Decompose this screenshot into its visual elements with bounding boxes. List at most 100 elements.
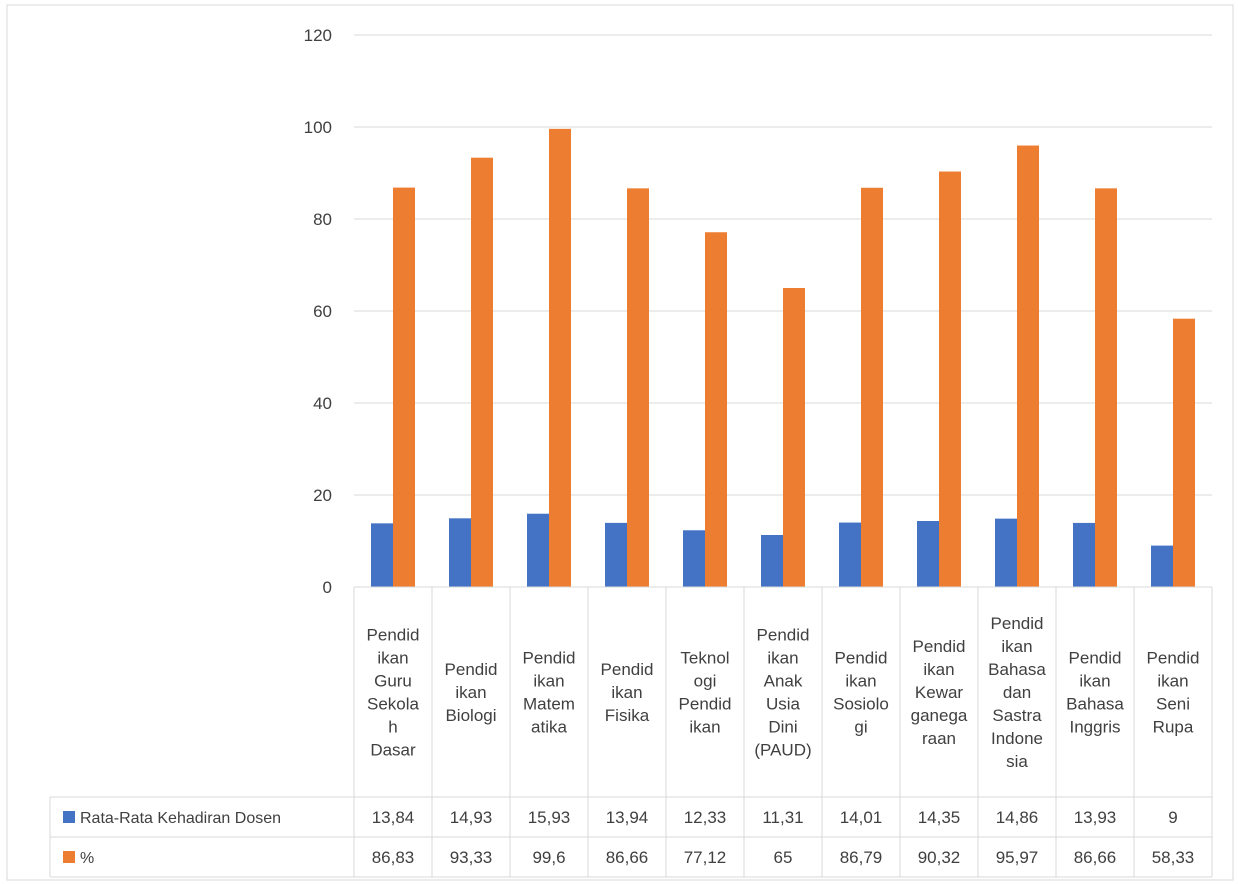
category-label: sia — [1006, 752, 1028, 771]
bar-persen — [549, 128, 571, 587]
category-label: Teknol — [680, 649, 729, 668]
bar-kehadiran — [839, 522, 861, 587]
y-tick-label: 120 — [304, 26, 332, 45]
category-label: Sekola — [367, 695, 420, 714]
category-label: Guru — [374, 672, 412, 691]
category-label: ikan — [611, 683, 642, 702]
data-table-cell: 86,83 — [372, 848, 415, 867]
legend-label: % — [80, 850, 94, 867]
category-label: Pendid — [679, 695, 732, 714]
data-table-cell: 86,79 — [840, 848, 883, 867]
category-label: h — [388, 718, 397, 737]
category-label: ikan — [689, 718, 720, 737]
category-label: ikan — [533, 672, 564, 691]
category-label: Pendid — [601, 660, 654, 679]
category-label: Biologi — [445, 706, 496, 725]
category-label: ogi — [694, 672, 717, 691]
bar-persen — [939, 171, 961, 587]
bar-kehadiran — [605, 522, 627, 587]
category-label: Pendid — [991, 614, 1044, 633]
category-label: Kewar — [915, 683, 964, 702]
category-label: dan — [1003, 683, 1031, 702]
data-table-cell: 93,33 — [450, 848, 493, 867]
bar-persen — [1095, 188, 1117, 587]
category-label: ikan — [1001, 637, 1032, 656]
category-label: ganega — [911, 706, 968, 725]
category-label: ikan — [1157, 672, 1188, 691]
data-table-cell: 9 — [1168, 808, 1177, 827]
bar-persen — [783, 288, 805, 587]
category-label: Fisika — [605, 706, 650, 725]
category-label: Pendid — [913, 637, 966, 656]
data-table-cell: 14,86 — [996, 808, 1039, 827]
category-label: gi — [854, 718, 867, 737]
category-label: ikan — [767, 649, 798, 668]
data-table-cell: 90,32 — [918, 848, 961, 867]
category-label: Dasar — [370, 741, 416, 760]
category-label: Indone — [991, 729, 1043, 748]
data-table-cell: 11,31 — [762, 808, 803, 827]
data-table-cell: 95,97 — [996, 848, 1039, 867]
data-table-cell: 12,33 — [684, 808, 727, 827]
bar-kehadiran — [449, 518, 471, 587]
category-label: Rupa — [1153, 718, 1194, 737]
data-table-cell: 13,84 — [372, 808, 415, 827]
category-label: Pendid — [523, 649, 576, 668]
chart-border — [6, 4, 1234, 881]
category-label: Usia — [766, 695, 801, 714]
data-table-cell: 14,93 — [450, 808, 493, 827]
bar-persen — [705, 232, 727, 588]
data-table-cell: 13,94 — [606, 808, 649, 827]
category-label: Pendid — [1147, 649, 1200, 668]
category-label: Seni — [1156, 695, 1190, 714]
category-label: Sastra — [992, 706, 1042, 725]
bar-kehadiran — [1151, 545, 1173, 587]
bar-persen — [1017, 145, 1039, 587]
category-label: (PAUD) — [754, 741, 811, 760]
category-label: raan — [922, 729, 956, 748]
y-tick-label: 40 — [313, 394, 332, 413]
bar-persen — [627, 188, 649, 587]
category-label: Pendid — [1069, 649, 1122, 668]
category-label: Pendid — [835, 649, 888, 668]
legend-label: Rata-Rata Kehadiran Dosen — [80, 810, 281, 827]
category-label: Anak — [764, 672, 803, 691]
category-label: ikan — [455, 683, 486, 702]
data-table-cell: 14,01 — [840, 808, 883, 827]
legend-key-kehadiran — [63, 811, 75, 823]
legend-key-persen — [63, 851, 75, 863]
category-label: Bahasa — [1066, 695, 1124, 714]
y-tick-label: 100 — [304, 118, 332, 137]
bar-kehadiran — [527, 513, 549, 587]
bar-persen — [861, 187, 883, 588]
data-table-cell: 13,93 — [1074, 808, 1117, 827]
bar-kehadiran — [995, 518, 1017, 587]
y-tick-label: 20 — [313, 486, 332, 505]
y-tick-label: 80 — [313, 210, 332, 229]
y-tick-label: 0 — [323, 578, 332, 597]
category-label: atika — [531, 718, 567, 737]
data-table-cell: 58,33 — [1152, 848, 1195, 867]
category-label: ikan — [923, 660, 954, 679]
category-label: Inggris — [1069, 718, 1120, 737]
bar-kehadiran — [371, 523, 393, 587]
data-table-cell: 65 — [774, 848, 793, 867]
data-table-cell: 15,93 — [528, 808, 571, 827]
data-table-cell: 14,35 — [918, 808, 961, 827]
data-table-cell: 86,66 — [1074, 848, 1117, 867]
bar-kehadiran — [683, 530, 705, 587]
category-label: Matem — [523, 695, 575, 714]
bar-kehadiran — [761, 534, 783, 587]
category-label: ikan — [377, 649, 408, 668]
data-table-cell: 77,12 — [684, 848, 727, 867]
y-tick-label: 60 — [313, 302, 332, 321]
category-label: Pendid — [757, 626, 810, 645]
bar-persen — [393, 187, 415, 587]
category-label: Pendid — [367, 626, 420, 645]
bar-persen — [1173, 318, 1195, 587]
category-label: ikan — [1079, 672, 1110, 691]
category-label: Bahasa — [988, 660, 1046, 679]
category-label: Pendid — [445, 660, 498, 679]
